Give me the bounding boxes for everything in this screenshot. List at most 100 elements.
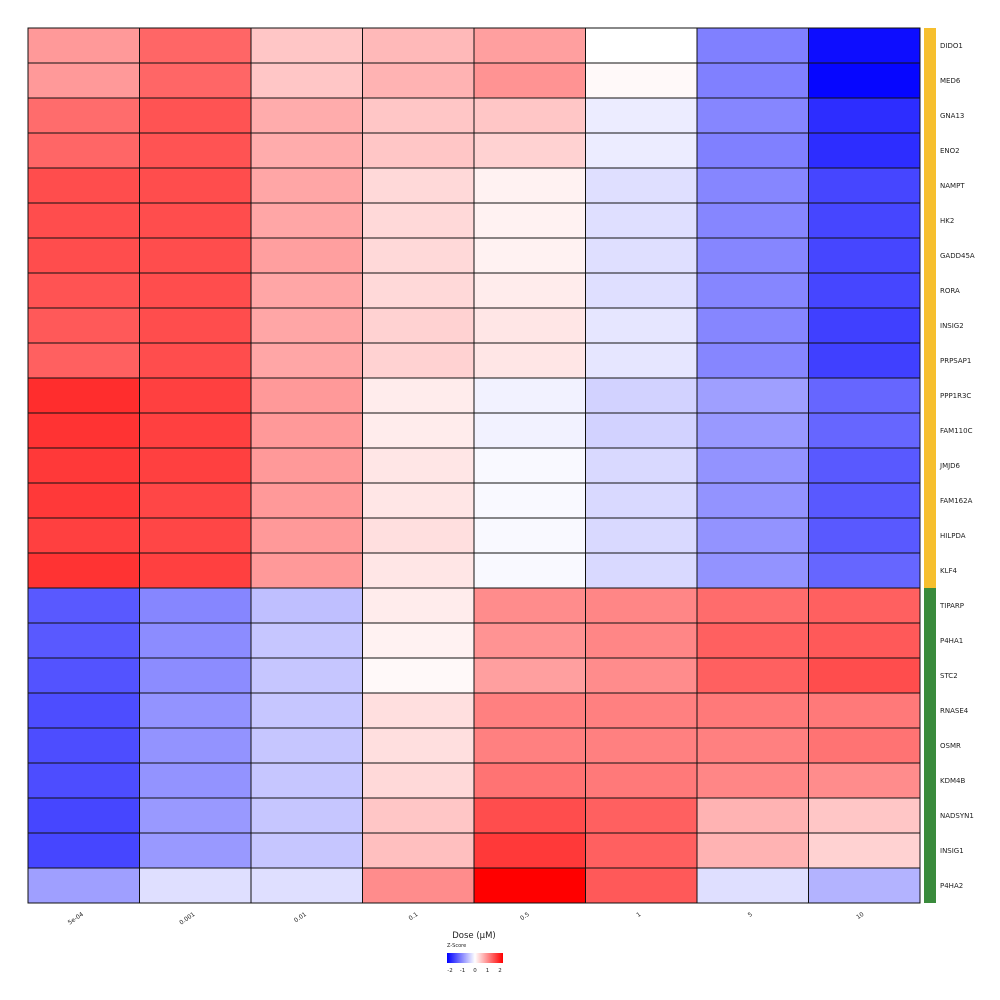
heatmap-cell: [139, 657, 252, 694]
heatmap-cell: [696, 762, 809, 799]
heatmap-cell: [27, 412, 140, 449]
heatmap-cell: [362, 552, 475, 589]
row-label: HK2: [940, 217, 954, 225]
heatmap-cell: [473, 132, 586, 169]
heatmap-cell: [585, 867, 698, 904]
legend-tick-label: 0: [473, 968, 477, 974]
heatmap-cell: [139, 832, 252, 869]
legend-title: Z-Score: [447, 943, 466, 949]
row-label: DIDO1: [940, 42, 963, 50]
heatmap-cell: [250, 342, 363, 379]
column-label: 0.001: [178, 911, 196, 927]
heatmap-cell: [139, 342, 252, 379]
heatmap-cell: [696, 272, 809, 309]
row-label: FAM110C: [940, 427, 973, 435]
heatmap-cell: [362, 517, 475, 554]
heatmap-cell: [27, 342, 140, 379]
legend-tick-label: 2: [498, 968, 502, 974]
heatmap-cell: [808, 657, 921, 694]
heatmap-cell: [696, 132, 809, 169]
heatmap-cell: [250, 727, 363, 764]
x-axis-title: Dose (µM): [452, 931, 495, 941]
heatmap-cell: [808, 552, 921, 589]
heatmap-cell: [27, 832, 140, 869]
legend-ticks: -2 -1 0 1 2: [447, 968, 501, 974]
heatmap-cell: [27, 517, 140, 554]
heatmap-cell: [139, 797, 252, 834]
heatmap-cell: [473, 412, 586, 449]
heatmap-cell: [585, 832, 698, 869]
heatmap-cell: [585, 167, 698, 204]
heatmap-cell: [139, 867, 252, 904]
heatmap-cell: [585, 552, 698, 589]
heatmap-cell: [696, 517, 809, 554]
heatmap-cell: [808, 587, 921, 624]
heatmap-cell: [27, 762, 140, 799]
heatmap-cell: [250, 552, 363, 589]
heatmap-cell: [696, 622, 809, 659]
row-label: GADD45A: [940, 252, 975, 260]
heatmap-cell: [585, 412, 698, 449]
heatmap-cell: [585, 622, 698, 659]
heatmap-cell: [585, 517, 698, 554]
heatmap-cell: [585, 692, 698, 729]
heatmap-cell: [250, 447, 363, 484]
legend-color-bar: [447, 953, 503, 963]
heatmap-cell: [250, 377, 363, 414]
heatmap-cell: [473, 447, 586, 484]
heatmap-cell: [473, 272, 586, 309]
heatmap-cell: [696, 692, 809, 729]
heatmap-cell: [250, 202, 363, 239]
heatmap-cell: [473, 622, 586, 659]
column-label: 5e-04: [67, 911, 85, 927]
heatmap-cell: [139, 552, 252, 589]
heatmap-cell: [808, 482, 921, 519]
row-label: JMJD6: [939, 462, 961, 470]
row-label: FAM162A: [940, 497, 973, 505]
heatmap-cell: [27, 132, 140, 169]
heatmap-cell: [250, 62, 363, 99]
column-labels: 5e-04 0.001 0.01 0.1 0.5 1 5 10: [67, 911, 866, 927]
heatmap-cell: [362, 27, 475, 64]
heatmap-cell: [473, 167, 586, 204]
heatmap-cell: [473, 797, 586, 834]
row-label: P4HA1: [940, 637, 963, 645]
heatmap-cell: [139, 377, 252, 414]
heatmap-cell: [473, 867, 586, 904]
heatmap-cell: [585, 272, 698, 309]
heatmap-cell: [139, 762, 252, 799]
heatmap-cell: [250, 237, 363, 274]
heatmap-cell: [808, 762, 921, 799]
heatmap-cell: [27, 867, 140, 904]
heatmap-cell: [585, 62, 698, 99]
heatmap-cell: [27, 692, 140, 729]
heatmap-cell: [808, 272, 921, 309]
heatmap-cell: [362, 97, 475, 134]
heatmap-cell: [139, 727, 252, 764]
heatmap-cell: [139, 307, 252, 344]
column-label: 1: [635, 911, 642, 919]
heatmap-cell: [808, 97, 921, 134]
row-label: RNASE4: [940, 707, 969, 715]
heatmap-cell: [362, 167, 475, 204]
heatmap-cell: [139, 517, 252, 554]
heatmap-cell: [139, 97, 252, 134]
heatmap-cell: [473, 62, 586, 99]
heatmap-cell: [473, 97, 586, 134]
heatmap-cell: [808, 202, 921, 239]
row-label: KLF4: [940, 567, 958, 575]
heatmap-cell: [27, 62, 140, 99]
heatmap-cell: [362, 377, 475, 414]
row-label: NAMPT: [940, 182, 965, 190]
heatmap-cell: [696, 237, 809, 274]
heatmap-cell: [362, 797, 475, 834]
heatmap-cell: [27, 237, 140, 274]
heatmap-cell: [585, 132, 698, 169]
heatmap-cell: [585, 97, 698, 134]
heatmap-cell: [139, 27, 252, 64]
heatmap-cell: [473, 27, 586, 64]
heatmap-cell: [696, 447, 809, 484]
heatmap-cell: [696, 832, 809, 869]
heatmap-cell: [27, 307, 140, 344]
